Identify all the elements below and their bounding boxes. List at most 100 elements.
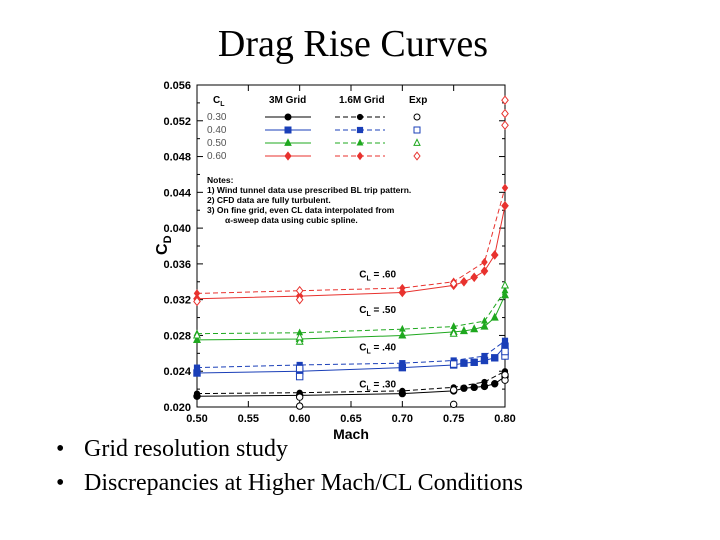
bullet-list: Grid resolution study Discrepancies at H… xyxy=(54,432,523,500)
legend-marker xyxy=(356,126,364,134)
y-tick-label: 0.044 xyxy=(163,187,191,199)
legend-marker xyxy=(356,138,364,146)
data-point xyxy=(460,384,468,392)
data-point xyxy=(460,276,468,287)
data-point xyxy=(193,296,201,307)
data-point xyxy=(399,283,406,293)
data-point xyxy=(481,257,488,267)
x-tick-label: 0.65 xyxy=(340,413,361,425)
legend-marker xyxy=(284,113,292,121)
data-point xyxy=(295,402,304,410)
series-line xyxy=(196,370,506,395)
data-point xyxy=(398,324,406,332)
y-tick-label: 0.040 xyxy=(163,223,191,235)
legend-marker xyxy=(413,151,421,161)
chart-svg: 0.020 0.024 0.028 0.032 0.036 0.040 0.044 0.048… xyxy=(154,80,516,442)
legend-cl-label: 0.30 xyxy=(207,112,227,123)
y-tick-label: 0.036 xyxy=(163,259,191,271)
data-point xyxy=(449,386,458,394)
x-tick-label: 0.70 xyxy=(392,413,413,425)
legend-marker xyxy=(413,138,421,146)
data-point xyxy=(501,120,509,131)
legend-header: Exp xyxy=(409,95,427,106)
curve-label: CL = .40 xyxy=(359,343,396,356)
bullet-item: Grid resolution study xyxy=(54,432,523,466)
data-point xyxy=(490,250,499,260)
legend-cl-label: 0.50 xyxy=(207,138,227,149)
data-point xyxy=(449,360,458,368)
data-point xyxy=(295,364,304,373)
y-tick-label: 0.048 xyxy=(163,152,191,164)
data-point xyxy=(470,358,478,366)
data-point xyxy=(295,294,304,305)
legend-marker xyxy=(356,151,364,161)
data-point xyxy=(470,383,478,392)
data-point xyxy=(460,359,468,367)
y-tick-label: 0.028 xyxy=(163,330,191,342)
data-point xyxy=(481,352,488,360)
x-tick-label: 0.80 xyxy=(494,413,515,425)
legend-cl-label: 0.60 xyxy=(207,151,227,162)
series-line xyxy=(196,187,506,294)
x-tick-label: 0.50 xyxy=(186,413,207,425)
plot-frame xyxy=(196,84,506,408)
legend-header: CL xyxy=(213,95,225,108)
bullet-item: Discrepancies at Higher Mach/CL Conditio… xyxy=(54,466,523,500)
notes-line: 1) Wind tunnel data use prescribed BL tr… xyxy=(207,185,411,195)
data-point xyxy=(398,330,407,339)
data-point xyxy=(501,371,509,379)
data-point xyxy=(490,312,499,321)
curve-label: CL = .50 xyxy=(359,305,396,318)
data-point xyxy=(295,372,304,381)
data-point xyxy=(501,286,509,294)
data-point xyxy=(501,337,509,344)
data-point xyxy=(193,364,201,371)
notes-line: Notes: xyxy=(207,175,234,185)
data-point xyxy=(398,287,407,298)
data-point xyxy=(192,334,202,344)
legend-cl-label: 0.40 xyxy=(207,125,227,136)
notes-line: 3) On fine grid, even CL data interpolat… xyxy=(207,205,395,215)
data-point xyxy=(480,266,489,276)
data-point xyxy=(193,390,201,397)
legend-marker xyxy=(413,126,421,134)
data-point xyxy=(449,400,458,409)
data-point xyxy=(481,316,488,324)
data-point xyxy=(470,272,479,283)
legend-header: 3M Grid xyxy=(269,95,306,106)
x-tick-label: 0.75 xyxy=(443,413,464,425)
data-point xyxy=(449,278,458,289)
legend-header: 1.6M Grid xyxy=(339,95,385,106)
series-line xyxy=(196,340,506,369)
data-point xyxy=(491,380,499,388)
legend-marker xyxy=(356,113,364,121)
legend-marker xyxy=(284,138,292,146)
data-point xyxy=(480,321,489,330)
data-point xyxy=(449,328,458,337)
data-point xyxy=(295,285,304,296)
x-tick-label: 0.55 xyxy=(238,413,259,425)
data-point xyxy=(399,360,406,367)
y-tick-label: 0.024 xyxy=(163,366,191,378)
data-point xyxy=(491,354,499,362)
data-point xyxy=(450,322,458,329)
data-point xyxy=(481,378,488,386)
data-point xyxy=(470,324,479,333)
y-axis-label: CD xyxy=(154,235,174,255)
legend-marker xyxy=(413,113,421,121)
data-point xyxy=(459,326,468,335)
data-point xyxy=(501,347,509,356)
data-point xyxy=(295,393,304,401)
drag-rise-chart: 0.020 0.024 0.028 0.032 0.036 0.040 0.044 0.048… xyxy=(145,72,525,442)
data-point xyxy=(500,280,510,289)
y-tick-label: 0.032 xyxy=(163,295,191,307)
y-tick-label: 0.052 xyxy=(163,116,191,128)
legend-marker xyxy=(284,151,292,161)
y-tick-label: 0.056 xyxy=(163,80,191,92)
data-point xyxy=(192,330,202,339)
data-point xyxy=(399,387,406,394)
data-point xyxy=(501,183,509,193)
data-point xyxy=(501,95,509,106)
data-point xyxy=(295,336,304,345)
y-tick-label: 0.020 xyxy=(163,402,191,414)
